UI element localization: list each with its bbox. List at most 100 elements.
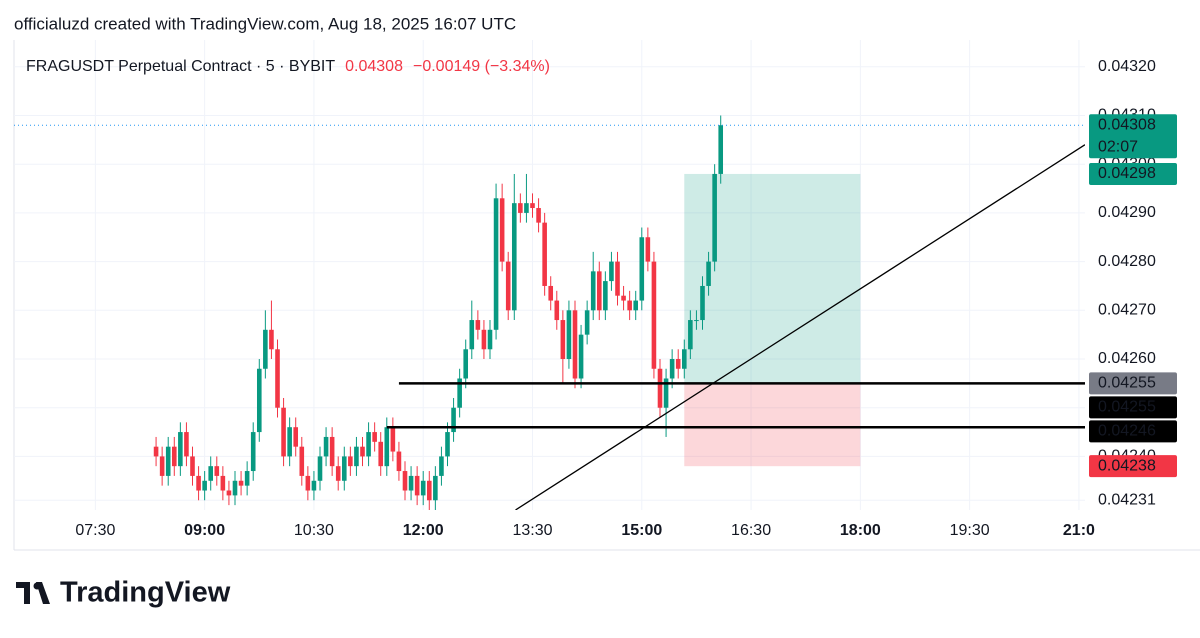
- candle-body: [348, 456, 353, 467]
- stop-zone: [684, 383, 861, 467]
- candle-body: [475, 320, 481, 330]
- x-tick-label: 12:00: [403, 522, 444, 539]
- candle-body: [208, 466, 214, 481]
- plot-area: [14, 115, 1085, 510]
- candle-body: [451, 407, 456, 433]
- candle-body: [390, 427, 396, 452]
- candle-body: [651, 261, 657, 369]
- candle-body: [281, 407, 286, 457]
- y-tick-label: 0.04231: [1098, 491, 1156, 508]
- candle-body: [433, 475, 438, 501]
- candle-body: [627, 300, 632, 311]
- last-price: 0.04308: [345, 58, 403, 75]
- candle-body: [518, 203, 523, 213]
- header: officialuzd created with TradingView.com…: [14, 14, 516, 33]
- candle-body: [572, 310, 578, 379]
- candle-body: [341, 456, 347, 481]
- candle-body: [536, 208, 541, 223]
- candle-body: [287, 427, 292, 457]
- candle-body: [554, 300, 560, 321]
- symbol: FRAGUSDT Perpetual Contract · 5 · BYBIT: [26, 58, 335, 75]
- candle-body: [366, 432, 371, 457]
- candle-body: [688, 320, 693, 350]
- trend-line: [515, 144, 1085, 510]
- candle-body: [633, 300, 639, 311]
- candle-body: [445, 432, 450, 457]
- candle-body: [603, 281, 608, 311]
- candle-body: [329, 436, 335, 467]
- candle-body: [232, 480, 238, 496]
- candle-body: [220, 475, 226, 491]
- candle-body: [681, 349, 687, 369]
- candle-body: [639, 237, 645, 301]
- x-tick-label: 13:30: [512, 522, 552, 539]
- candle-body: [669, 359, 675, 379]
- price-tag: [1089, 372, 1177, 395]
- candle-body: [372, 432, 377, 442]
- candle-body: [159, 456, 165, 476]
- candle-body: [706, 261, 711, 286]
- candle-body: [675, 359, 681, 369]
- x-tick-label: 15:00: [621, 522, 662, 539]
- logo-icon: [33, 582, 41, 590]
- candle-body: [184, 432, 189, 457]
- candle-body: [335, 466, 341, 481]
- price-tag-label: 0.04308: [1098, 116, 1156, 133]
- candle-body: [694, 320, 699, 322]
- candle-body: [202, 480, 207, 491]
- x-tick-label: 10:30: [294, 522, 334, 539]
- price-tag: [1089, 396, 1177, 419]
- price-tag-label: 0.04238: [1098, 457, 1156, 474]
- candle-body: [566, 310, 572, 360]
- x-tick-label: 09:00: [184, 522, 225, 539]
- candle-body: [481, 329, 487, 350]
- candle-body: [542, 222, 547, 286]
- candle-body: [663, 378, 669, 408]
- candle-body: [645, 237, 651, 262]
- candle-body: [360, 446, 365, 457]
- candle-body: [269, 329, 274, 350]
- candle-body: [700, 285, 705, 321]
- candle-body: [244, 471, 250, 486]
- candle-body: [584, 310, 590, 335]
- candle-body: [505, 261, 511, 311]
- candle-body: [402, 471, 408, 491]
- price-tag: [1089, 455, 1177, 478]
- candle-body: [439, 456, 444, 476]
- candle-body: [524, 203, 529, 213]
- candle-body: [256, 368, 262, 433]
- candle-body: [165, 446, 171, 476]
- candle-body: [718, 125, 724, 174]
- x-tick-label: 21:0: [1063, 522, 1095, 539]
- candle-body: [596, 271, 602, 311]
- legend: FRAGUSDT Perpetual Contract · 5 · BYBIT 0…: [26, 58, 550, 75]
- candle-body: [560, 320, 566, 360]
- candle-body: [263, 329, 268, 369]
- y-tick-label: 0.04290: [1098, 204, 1156, 221]
- candle-body: [238, 480, 244, 486]
- candle-body: [493, 198, 499, 330]
- candle-body: [299, 446, 305, 476]
- candle-body: [712, 173, 717, 262]
- price-tag: [1089, 162, 1177, 185]
- candle-body: [615, 261, 620, 296]
- candle-body: [323, 436, 329, 457]
- price-tag-label: 0.04298: [1098, 165, 1156, 182]
- y-tick-label: 0.04260: [1098, 350, 1156, 367]
- candle-body: [305, 475, 311, 491]
- candle-body: [426, 480, 432, 501]
- y-tick-label: 0.04270: [1098, 302, 1156, 319]
- y-tick-label: 0.04320: [1098, 58, 1156, 75]
- candle-body: [530, 203, 535, 209]
- candle-body: [317, 456, 323, 481]
- candle-body: [354, 446, 359, 467]
- candle-body: [196, 475, 201, 491]
- candle-body: [311, 480, 317, 491]
- x-tick-label: 18:00: [840, 522, 881, 539]
- candle-body: [414, 475, 420, 496]
- price-tag-label: 0.04255: [1098, 375, 1156, 392]
- candle-body: [214, 466, 220, 476]
- candle-body: [621, 295, 626, 301]
- candle-body: [190, 456, 195, 476]
